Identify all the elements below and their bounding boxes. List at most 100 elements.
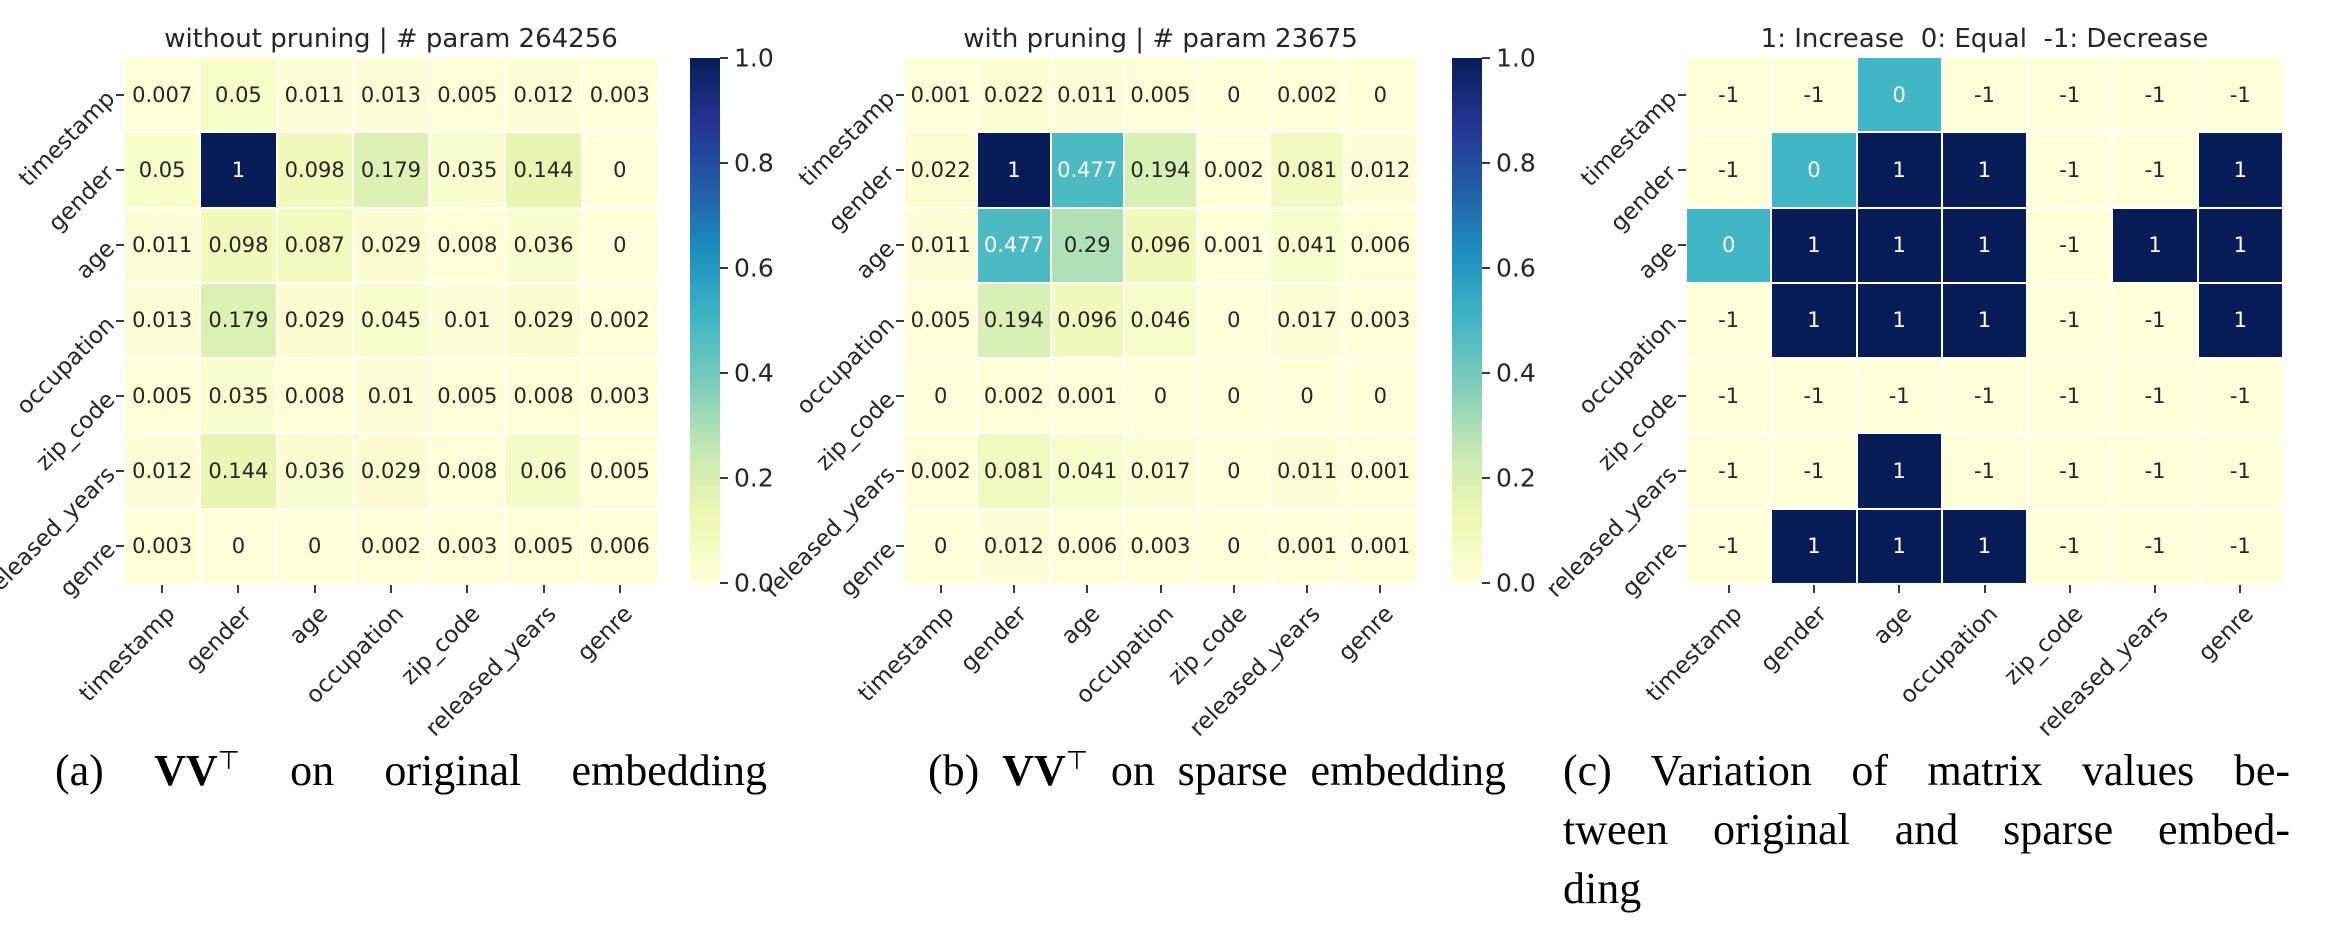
heatmap-cell: 1	[1942, 208, 2027, 282]
heatmap-cell: 0.144	[201, 434, 276, 508]
heatmap-cell: 0.035	[430, 133, 505, 207]
heatmap-cell: 1	[1772, 509, 1856, 583]
heatmap-cell: 0.013	[125, 283, 200, 358]
x-tick	[1086, 585, 1089, 593]
heatmap-cell: 0.098	[277, 133, 352, 207]
colorbar-tick-label: 0.4	[1496, 358, 1536, 388]
x-tick	[2068, 585, 2071, 593]
heatmap-cell: 1	[2198, 283, 2282, 358]
heatmap-cell: 0.005	[582, 434, 657, 508]
heatmap-cell: 0	[1198, 359, 1270, 433]
y-axis-label-text: genre	[54, 537, 121, 603]
heatmap-cell: 0.179	[201, 283, 276, 358]
heatmap-cell: -1	[2028, 133, 2112, 207]
colorbar-tick	[1482, 267, 1490, 269]
colorbar-tick-label: 0.2	[734, 463, 774, 493]
colorbar-tick	[720, 477, 728, 479]
x-axis-label-text: timestamp	[74, 601, 181, 708]
caption-b-text: on sparse embedding	[1110, 746, 1507, 795]
x-tick	[161, 585, 164, 593]
x-tick	[1379, 585, 1382, 593]
heatmap-cell: 0	[201, 509, 276, 583]
heatmap-cell: -1	[2028, 58, 2112, 132]
colorbar-b	[1452, 58, 1482, 583]
heatmap-cell: 0.01	[430, 283, 505, 358]
x-axis-label-text: timestamp	[852, 601, 960, 708]
heatmap-cell: 0.001	[905, 58, 977, 132]
heatmap-cell: 0.01	[353, 359, 429, 433]
heatmap-cell: 0.194	[978, 283, 1050, 358]
heatmap-cell: 0.041	[1051, 434, 1123, 508]
x-axis-label-text: age	[1056, 601, 1106, 650]
heatmap-cell: -1	[2198, 434, 2282, 508]
y-axis-label-text: gender	[44, 160, 121, 237]
x-axis-label-text: released_years	[421, 601, 562, 742]
heatmap-cell: 0.29	[1051, 208, 1123, 282]
heatmap-cell: -1	[2113, 133, 2197, 207]
heatmap-cell: 0.002	[582, 283, 657, 358]
heatmap-cell: 0.006	[1051, 509, 1123, 583]
heatmap-cell: 0.008	[430, 434, 505, 508]
heatmap-cell: -1	[1942, 58, 2027, 132]
x-tick	[1812, 585, 1815, 593]
heatmap-grid-b: 0.001 0.022 0.011 0.005 0 0.002 0 0.022 1 0.477 0.…	[905, 58, 1416, 583]
heatmap-cell: -1	[2198, 359, 2282, 433]
y-axis-label-text: gender	[1606, 160, 1683, 237]
caption-c: (c) Variation of matrix values be- tween…	[1563, 742, 2290, 919]
colorbar-tick	[1482, 57, 1490, 59]
heatmap-cell: 1	[1857, 509, 1941, 583]
caption-a-label: (a)	[55, 746, 104, 795]
y-tick	[896, 319, 904, 322]
y-tick	[1678, 244, 1686, 247]
heatmap-cell: 0.081	[978, 434, 1050, 508]
heatmap-cell: 0.002	[1271, 58, 1343, 132]
heatmap-cell: 0	[582, 133, 657, 207]
heatmap-cell: 0.041	[1271, 208, 1343, 282]
heatmap-cell: -1	[1772, 58, 1856, 132]
y-tick	[116, 470, 124, 473]
y-tick	[1678, 394, 1686, 397]
heatmap-cell: -1	[2028, 283, 2112, 358]
y-tick	[896, 93, 904, 96]
heatmap-cell: 0	[905, 509, 977, 583]
panel-c-title: 1: Increase 0: Equal -1: Decrease	[1760, 24, 2209, 54]
y-tick	[116, 93, 124, 96]
colorbar-tick	[1482, 372, 1490, 374]
heatmap-cell: 0.012	[506, 58, 581, 132]
heatmap-cell: 1	[1942, 133, 2027, 207]
transpose-symbol: ⊤	[217, 746, 240, 777]
x-tick	[1232, 585, 1235, 593]
heatmap-cell: 0	[582, 208, 657, 282]
heatmap-cell: -1	[2113, 359, 2197, 433]
colorbar-tick-label: 1.0	[1496, 43, 1536, 73]
heatmap-cell: 0	[1198, 283, 1270, 358]
heatmap-cell: 1	[1942, 283, 2027, 358]
heatmap-cell: 0.098	[201, 208, 276, 282]
heatmap-cell: -1	[2113, 58, 2197, 132]
heatmap-cell: 0	[1344, 58, 1416, 132]
x-tick	[390, 585, 392, 593]
x-tick	[1983, 585, 1986, 593]
x-tick	[618, 585, 621, 593]
y-tick	[116, 394, 124, 397]
heatmap-cell: 0.005	[430, 58, 505, 132]
heatmap-cell: 0	[1198, 434, 1270, 508]
heatmap-cell: -1	[1772, 434, 1856, 508]
x-axis-label-text: timestamp	[1640, 601, 1748, 708]
colorbar-tick	[720, 372, 728, 374]
caption-b-formula: VV⊤	[1002, 746, 1088, 795]
heatmap-cell: 0.012	[125, 434, 200, 508]
heatmap-cell: 0.002	[353, 509, 429, 583]
heatmap-cell: 0.179	[353, 133, 429, 207]
heatmap-cell: -1	[1857, 359, 1941, 433]
y-axis-label-text: age	[1633, 236, 1683, 285]
y-tick	[896, 244, 904, 247]
heatmap-cell: 0.002	[978, 359, 1050, 433]
heatmap-cell: -1	[1687, 434, 1771, 508]
y-tick	[896, 545, 904, 548]
heatmap-grid-c: -1 -1 0 -1 -1 -1 -1 -1 0 1 1 -1 -1 1 0 1 1 1 -1 1 1 -1 1 1 1 -1 -1…	[1687, 58, 2282, 583]
heatmap-cell: 1	[1857, 283, 1941, 358]
heatmap-cell: 0.05	[201, 58, 276, 132]
heatmap-cell: 1	[2113, 208, 2197, 282]
